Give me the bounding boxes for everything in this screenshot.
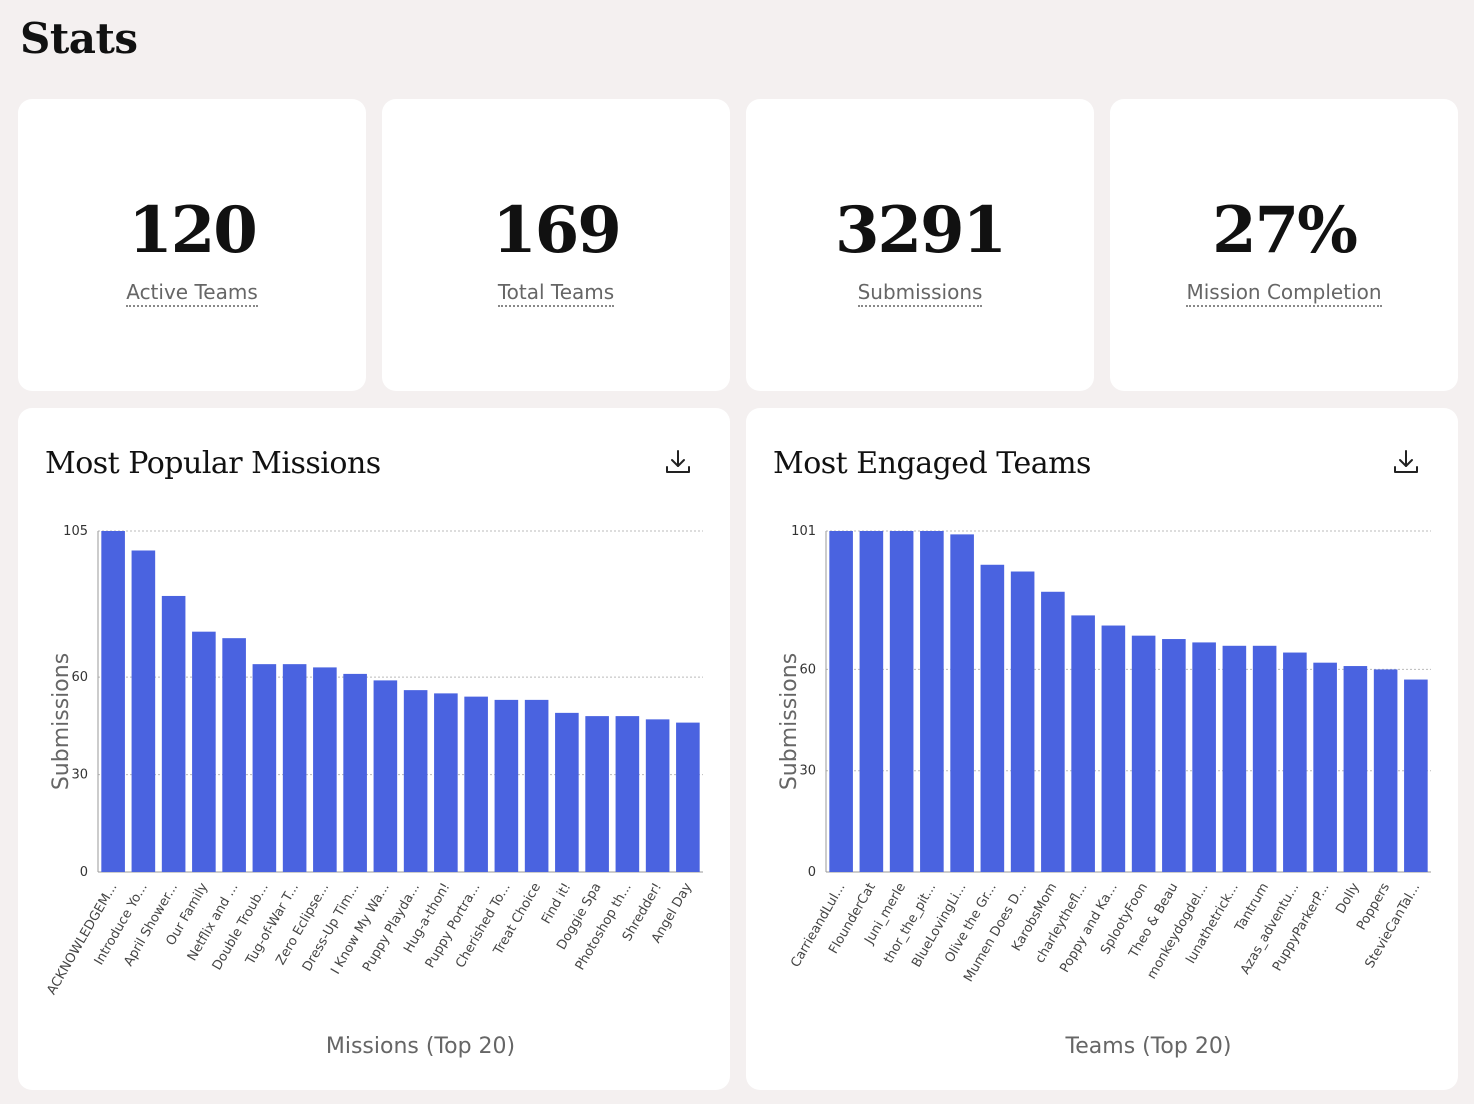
- stat-label[interactable]: Mission Completion: [1110, 280, 1458, 307]
- chart-card-engaged-teams: 0 30 60 101 CarrieandLul... FlounderCat Juni_m…: [746, 408, 1458, 1090]
- chart-card-popular-missions: 0 30 60 105 ACKNOWLEDGEM... Introduce Yo... Ap…: [18, 408, 730, 1090]
- stat-value: 27%: [1212, 193, 1358, 268]
- stat-card-active-teams: 120 Active Teams: [18, 99, 366, 391]
- bar: [1192, 642, 1216, 872]
- bar: [101, 531, 125, 872]
- y-tick-label: 0: [80, 865, 88, 880]
- bar: [920, 531, 944, 872]
- page-title: Stats: [20, 14, 138, 63]
- stat-value: 169: [492, 193, 622, 268]
- stat-value: 120: [128, 193, 258, 268]
- stat-label[interactable]: Submissions: [746, 280, 1094, 307]
- bar: [859, 531, 884, 872]
- bar: [1373, 669, 1398, 872]
- y-tick-label: 30: [71, 768, 88, 783]
- bar: [131, 550, 156, 872]
- bar: [464, 696, 488, 872]
- download-icon[interactable]: [664, 448, 692, 476]
- bar: [1162, 639, 1186, 872]
- bar: [373, 680, 398, 872]
- bar: [829, 531, 853, 872]
- y-tick-label: 60: [71, 670, 88, 685]
- y-tick-label: 60: [799, 662, 816, 677]
- bar: [980, 564, 1005, 872]
- stat-card-submissions: 3291 Submissions: [746, 99, 1094, 391]
- download-icon[interactable]: [1392, 448, 1420, 476]
- x-axis-title: Missions (Top 20): [326, 1034, 515, 1059]
- bar: [889, 531, 914, 872]
- y-tick-label: 105: [63, 524, 88, 539]
- y-axis-title: Submissions: [777, 653, 802, 790]
- bar: [1283, 652, 1307, 872]
- bar: [192, 631, 216, 872]
- bar: [1041, 591, 1065, 872]
- bar: [1222, 645, 1247, 872]
- bar: [434, 693, 458, 872]
- y-axis-title: Submissions: [49, 653, 74, 790]
- chart-title: Most Engaged Teams: [773, 446, 1091, 481]
- y-tick-label: 101: [791, 524, 816, 539]
- bar: [403, 690, 428, 872]
- bar: [282, 664, 307, 872]
- stat-value: 3291: [834, 193, 1007, 268]
- bar: [1343, 666, 1368, 872]
- bar: [1101, 625, 1126, 872]
- stat-card-total-teams: 169 Total Teams: [382, 99, 730, 391]
- teams-bar-chart: 03060101CarrieandLul...FlounderCatJuni_m…: [777, 524, 1431, 1059]
- bar: [615, 716, 640, 872]
- bar: [524, 699, 549, 872]
- bar: [1071, 615, 1095, 872]
- bar: [645, 719, 670, 872]
- x-axis-title: Teams (Top 20): [1065, 1034, 1232, 1059]
- bar: [343, 673, 367, 872]
- stat-card-mission-completion: 27% Mission Completion: [1110, 99, 1458, 391]
- bar: [161, 595, 186, 872]
- bar: [1313, 662, 1337, 872]
- bar: [585, 716, 609, 872]
- x-tick-label: Dolly: [1333, 880, 1363, 916]
- bar: [252, 664, 277, 872]
- bar: [950, 534, 974, 872]
- bar: [676, 722, 700, 872]
- y-tick-label: 0: [808, 865, 816, 880]
- bar: [313, 667, 337, 872]
- bar: [1010, 571, 1035, 872]
- chart-title: Most Popular Missions: [45, 446, 381, 481]
- bar: [494, 699, 519, 872]
- stat-label[interactable]: Active Teams: [18, 280, 366, 307]
- y-tick-label: 30: [799, 764, 816, 779]
- bar: [222, 638, 246, 872]
- bar: [1252, 645, 1277, 872]
- bar: [555, 712, 579, 872]
- bar: [1131, 635, 1156, 872]
- bar: [1404, 679, 1428, 872]
- stat-label[interactable]: Total Teams: [382, 280, 730, 307]
